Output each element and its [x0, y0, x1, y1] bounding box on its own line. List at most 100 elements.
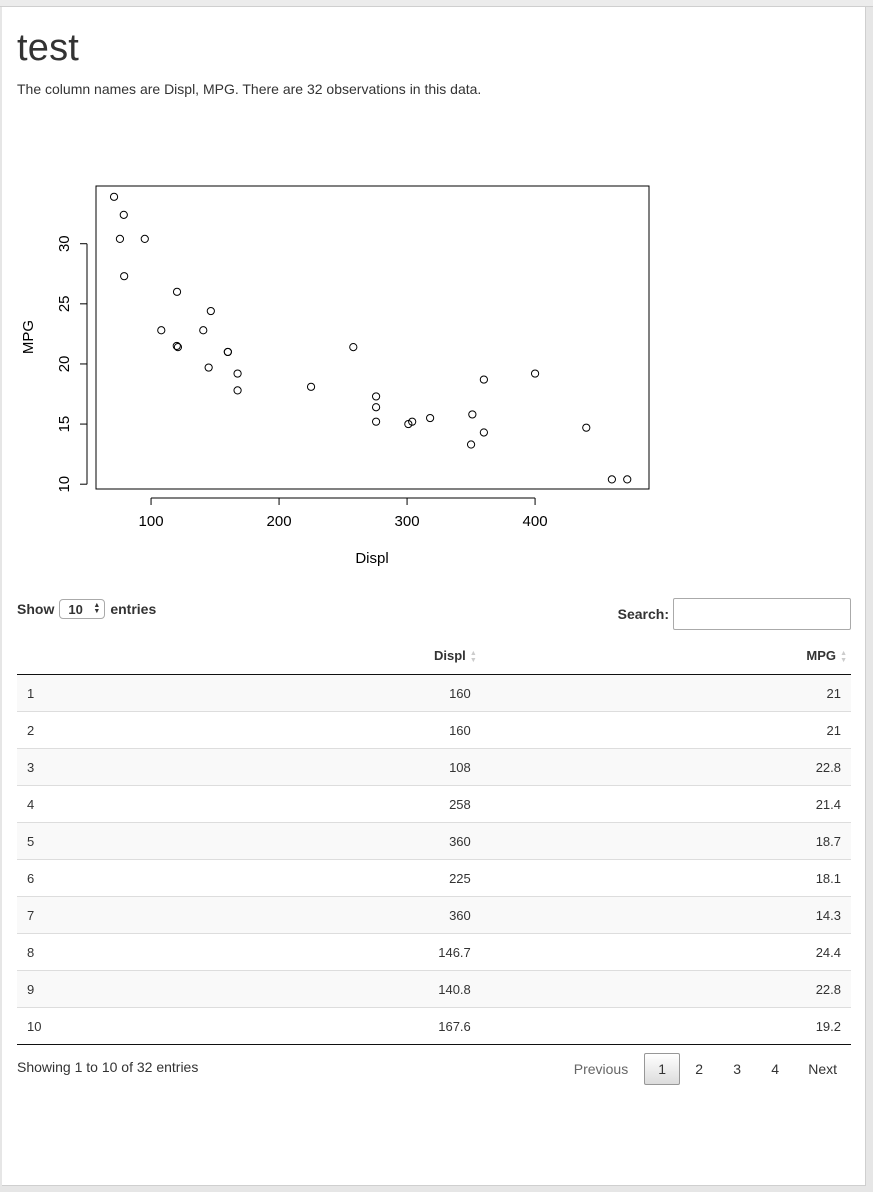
row-index: 3: [17, 748, 52, 786]
table-row: 3 108 22.8: [17, 748, 851, 786]
data-point: [371, 392, 381, 401]
x-axis-label: Displ: [355, 550, 388, 567]
mpg-cell: 18.1: [480, 859, 851, 897]
data-point: [582, 423, 591, 432]
row-index: 9: [17, 970, 52, 1008]
data-point: [530, 369, 540, 378]
table-row: 10 167.6 19.2: [17, 1007, 851, 1045]
data-point: [172, 287, 182, 296]
x-tick-label: 200: [267, 513, 292, 530]
data-point: [468, 410, 477, 419]
page-2-button[interactable]: 2: [695, 1061, 704, 1077]
row-index-header: [17, 638, 52, 675]
mpg-column-header[interactable]: MPG ▲ ▼: [480, 638, 851, 675]
row-index: 10: [17, 1007, 52, 1045]
data-point: [306, 382, 316, 391]
page-title: test: [17, 27, 80, 69]
y-tick-label: 20: [56, 356, 73, 373]
mpg-cell: 22.8: [480, 748, 851, 786]
show-label: Show: [17, 601, 55, 617]
data-description: The column names are Displ, MPG. There a…: [17, 81, 482, 97]
table-row: 6 225 18.1: [17, 859, 851, 897]
data-point: [349, 343, 358, 352]
entries-length-control: Show 10 ▲ ▼ entries: [17, 599, 156, 619]
data-point: [206, 306, 215, 316]
table-row: 2 160 21: [17, 711, 851, 749]
mpg-cell: 14.3: [480, 896, 851, 934]
row-index: 1: [27, 685, 35, 701]
displ-cell: 146.7: [51, 933, 481, 971]
app-page: test The column names are Displ, MPG. Th…: [2, 7, 866, 1186]
row-index: 2: [17, 711, 52, 749]
x-axis: 100 200 300 400: [139, 497, 548, 530]
plot-frame: [95, 185, 650, 490]
displ-cell: 160: [51, 711, 481, 749]
displ-cell: 360: [51, 896, 481, 934]
data-point: [120, 272, 129, 281]
data-point: [172, 341, 181, 351]
x-tick-label: 100: [139, 513, 164, 530]
data-point: [233, 386, 242, 395]
mpg-header-label: MPG: [806, 648, 836, 664]
data-point: [119, 210, 128, 219]
data-points: [109, 192, 632, 484]
table-info: Showing 1 to 10 of 32 entries: [17, 1059, 199, 1075]
data-point: [404, 419, 413, 429]
table-row: 8 146.7 24.4: [17, 933, 851, 971]
search-input[interactable]: [673, 598, 851, 630]
data-point: [173, 343, 183, 352]
scatter-plot: 100 200 300 400 10 15 20 25 30 Displ MPG: [20, 185, 650, 567]
row-index: 6: [17, 859, 52, 897]
y-axis-label: MPG: [20, 320, 37, 354]
row-index: 4: [17, 785, 52, 823]
mpg-cell: 21.4: [480, 785, 851, 823]
displ-cell: 360: [51, 822, 481, 860]
displ-cell: 160: [449, 685, 471, 701]
mpg-cell: 24.4: [480, 933, 851, 971]
data-point: [223, 347, 232, 357]
data-point: [479, 375, 488, 384]
table-header-row: Displ ▲ ▼ MPG ▲ ▼: [17, 638, 851, 675]
mpg-cell: 21: [480, 711, 851, 749]
mpg-cell: 22.8: [480, 970, 851, 1008]
y-tick-label: 10: [56, 476, 73, 493]
displ-cell: 108: [51, 748, 481, 786]
data-point: [426, 413, 435, 423]
data-point: [199, 326, 208, 335]
entries-label: entries: [110, 601, 157, 617]
sort-icon: ▲ ▼: [469, 649, 477, 664]
data-point: [479, 428, 488, 437]
data-point: [157, 326, 166, 335]
table-row: 7 360 14.3: [17, 896, 851, 934]
data-point: [466, 440, 476, 449]
table-row: 5 360 18.7: [17, 822, 851, 860]
row-index: 5: [17, 822, 52, 860]
entries-select[interactable]: 10 ▲ ▼: [59, 599, 106, 619]
page-3-button[interactable]: 3: [733, 1061, 742, 1077]
next-button[interactable]: Next: [808, 1061, 837, 1077]
y-axis: 10 15 20 25 30: [56, 235, 88, 493]
displ-cell: 225: [51, 859, 481, 897]
mpg-cell: 19.2: [480, 1007, 851, 1045]
page-4-button[interactable]: 4: [771, 1061, 780, 1077]
table-search: Search:: [618, 598, 851, 630]
data-point: [140, 234, 149, 244]
entries-select-value: 10: [68, 601, 83, 617]
displ-cell: 140.8: [51, 970, 481, 1008]
y-tick-label: 30: [56, 235, 73, 252]
data-point: [371, 417, 381, 426]
page-1-button[interactable]: 1: [644, 1053, 681, 1085]
data-point: [607, 475, 616, 484]
data-point: [233, 369, 242, 378]
x-tick-label: 400: [523, 513, 548, 530]
data-table: Displ ▲ ▼ MPG ▲ ▼ 1 160 21 2 160 21 3 108 22.8 4 25…: [17, 638, 851, 1045]
mpg-cell: 18.7: [480, 822, 851, 860]
previous-button[interactable]: Previous: [573, 1061, 629, 1077]
mpg-cell: 21: [826, 685, 841, 701]
select-arrows-icon: ▲ ▼: [93, 602, 101, 615]
displ-column-header[interactable]: Displ ▲ ▼: [51, 638, 481, 675]
table-row: 9 140.8 22.8: [17, 970, 851, 1008]
data-point: [371, 403, 381, 412]
table-row: 1 160 21: [17, 674, 851, 712]
sort-icon: ▲ ▼: [840, 649, 847, 664]
